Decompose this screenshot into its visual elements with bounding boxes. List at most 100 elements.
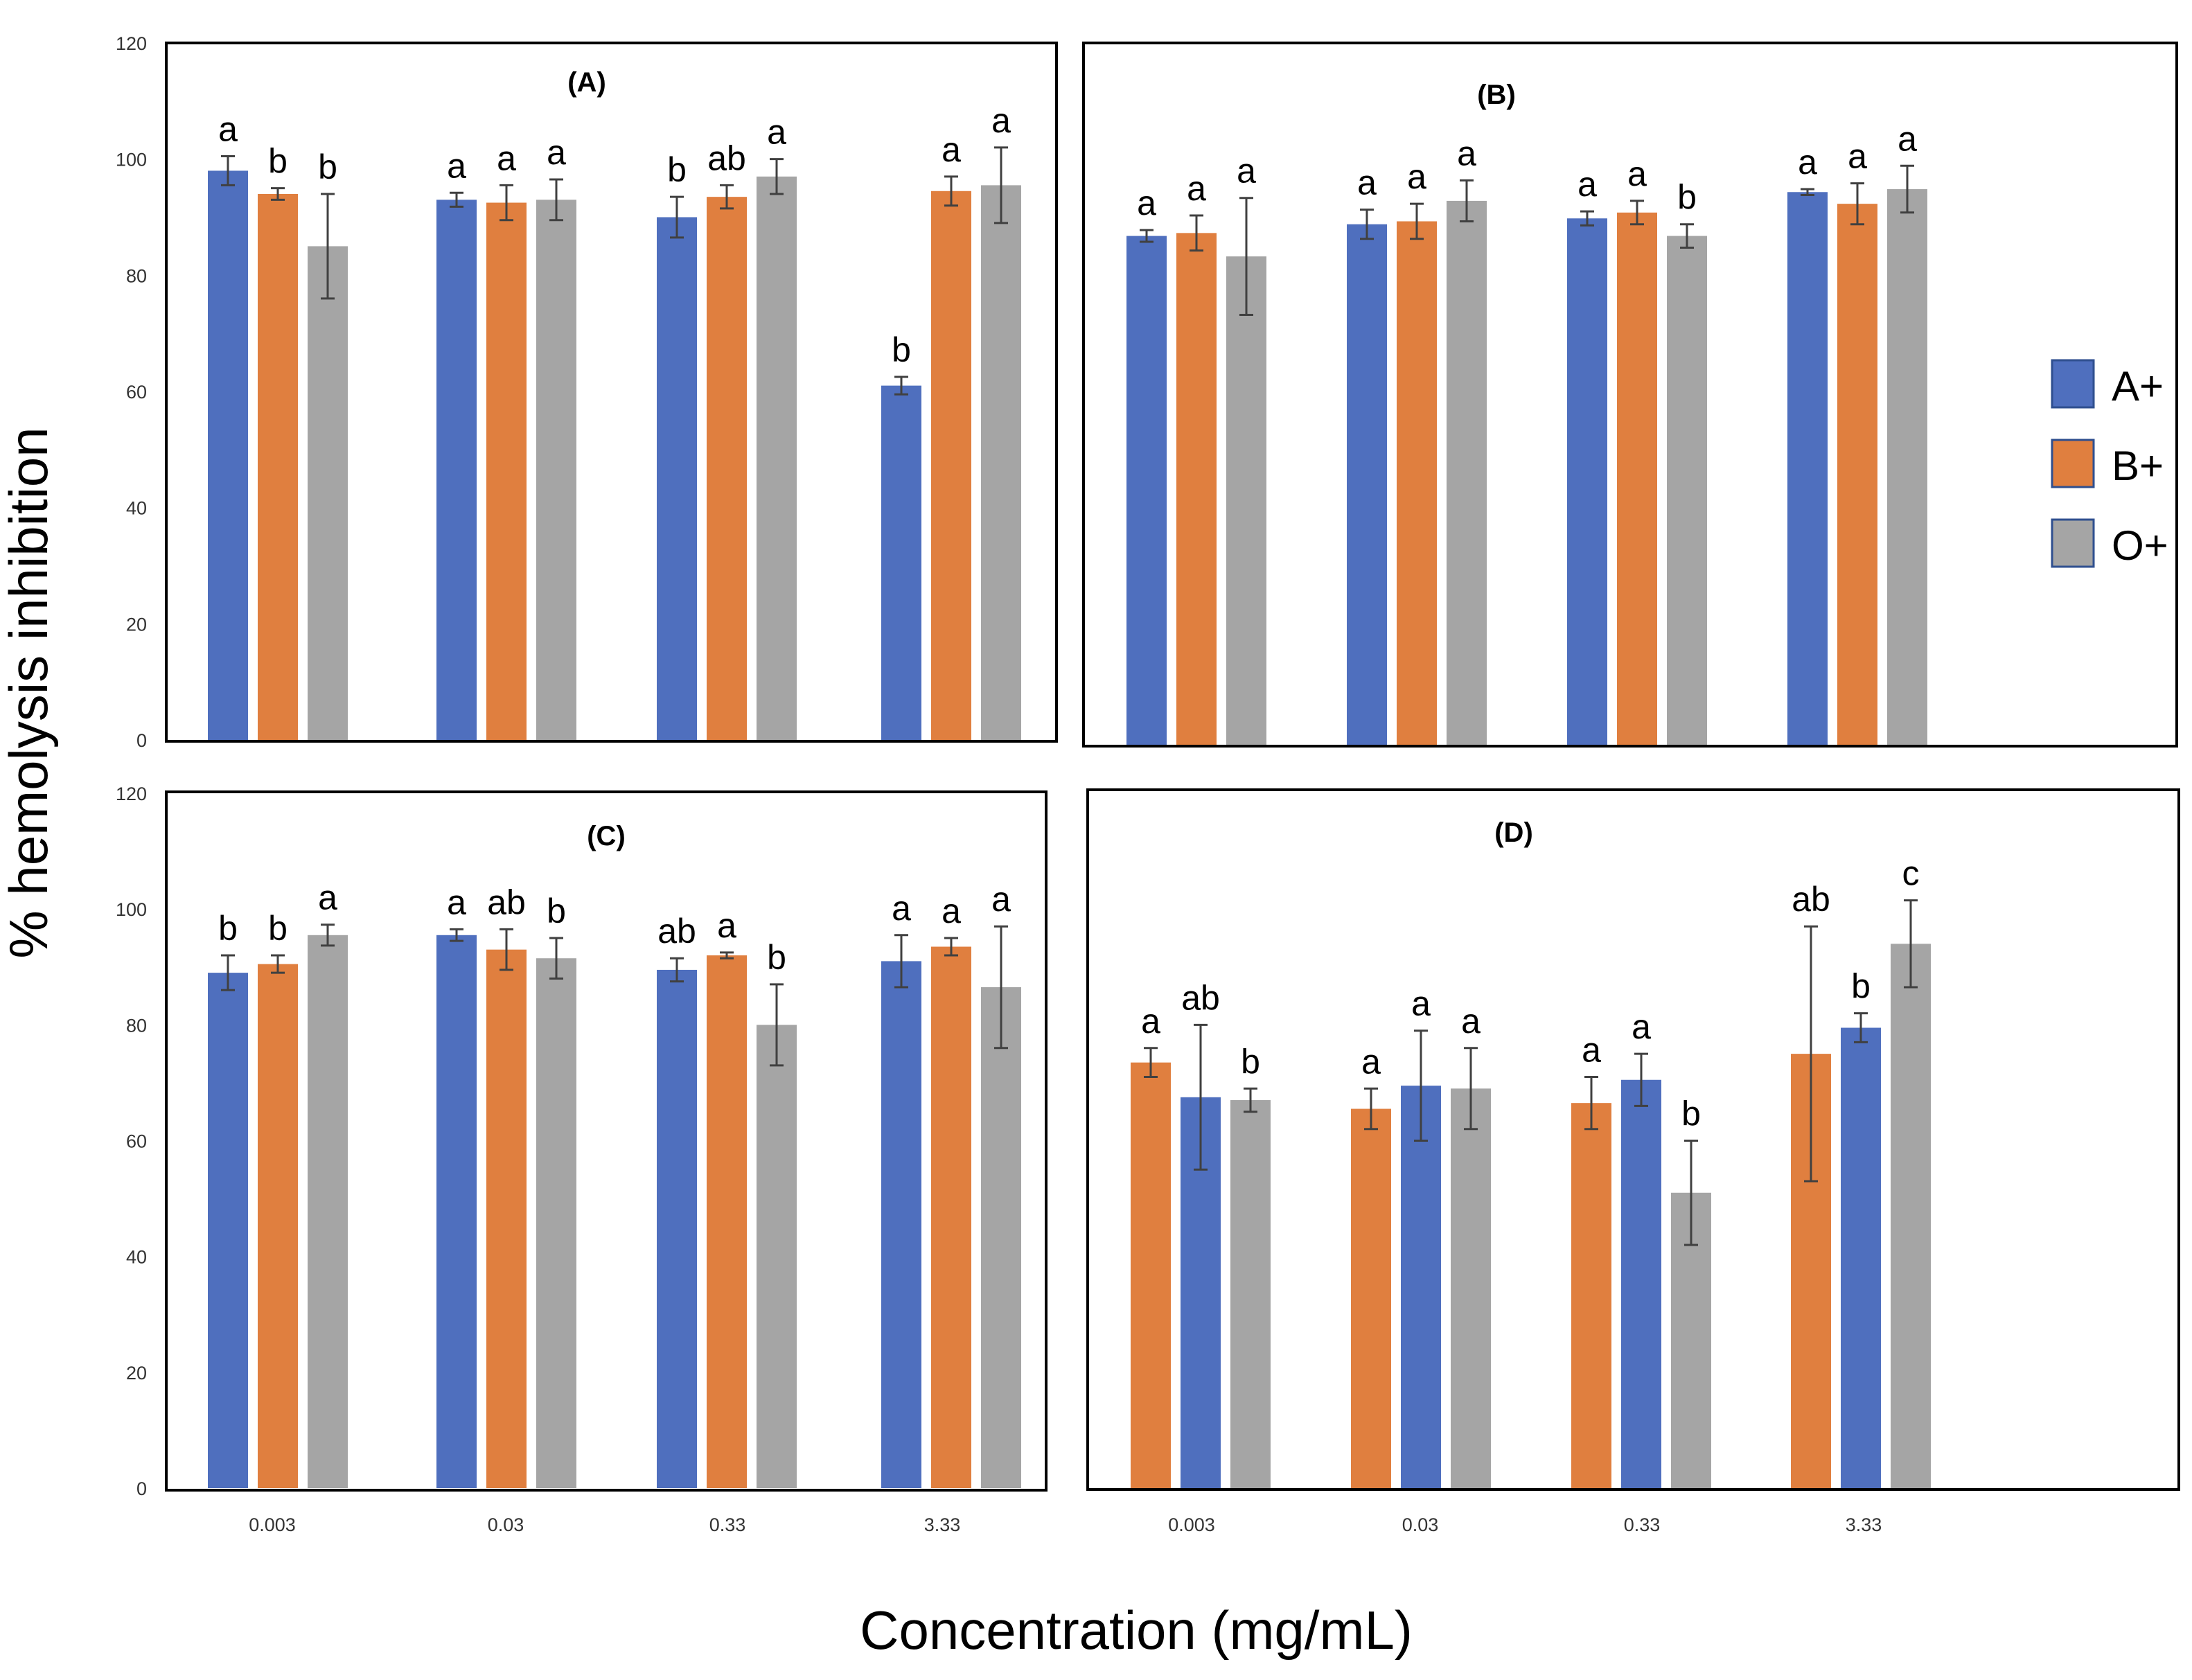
panel-frame [165,790,1048,1492]
legend-label-Oplus: O+ [2112,522,2168,569]
x-axis-title: Concentration (mg/mL) [860,1600,1413,1661]
significance-label: a [942,130,961,169]
bar-group: b aba [657,113,797,741]
significance-label: a [1798,143,1817,182]
significance-label: b [547,892,566,930]
bar-Oplus [981,185,1021,740]
significance-label: a [1577,165,1597,204]
bar-Bplus [1571,1103,1611,1488]
bar-Oplus [1891,944,1931,1488]
y-tick-label: 100 [116,899,147,920]
bar-Aplus [1401,1086,1441,1488]
bar-Oplus [1226,256,1266,745]
panel-title: (D) [1494,817,1533,848]
significance-label: a [218,109,238,148]
significance-label: a [1137,184,1156,222]
significance-label: a [1627,154,1647,193]
bar-Aplus [1126,236,1167,745]
significance-label: a [547,133,566,172]
significance-label: a [447,146,466,185]
bar-Bplus [931,946,971,1488]
legend: A+ B+ O+ [2051,359,2168,569]
panel-1: (B)a a a a aaa aba a a [1082,42,2178,748]
bar-Oplus [1887,189,1927,745]
panel-frame [1086,788,2180,1491]
significance-label: b [1241,1042,1260,1081]
bar-Bplus [486,202,527,741]
bar-Aplus [208,170,248,740]
bar-Aplus [881,961,921,1488]
y-tick-label: 80 [126,1015,147,1036]
bar-group: aa b [1571,1007,1711,1488]
bar-Oplus [1667,236,1707,745]
significance-label: a [1361,1042,1381,1081]
bar-Aplus [1787,192,1828,745]
y-tick-label: 20 [126,614,147,635]
panel-title: (A) [567,67,606,98]
significance-label: a [447,883,466,921]
bar-Aplus [208,973,248,1488]
bar-Bplus [258,964,298,1488]
legend-swatch-Oplus [2051,518,2095,568]
panel-frame [1082,42,2178,748]
x-tick-label: 0.03 [1402,1514,1439,1535]
legend-label-Bplus: B+ [2112,443,2164,489]
panel-frame [165,42,1058,743]
bar-group: ab b c [1791,854,1931,1488]
significance-label: a [892,889,911,928]
bar-Aplus [881,385,921,740]
x-tick-label: 0.33 [709,1514,746,1535]
significance-label: a [1357,163,1377,202]
bar-Bplus [707,955,747,1488]
y-tick-label: 40 [126,1247,147,1268]
y-tick-label: 120 [116,33,147,54]
bar-group: ab b [208,109,348,741]
bar-group: b aa [881,101,1021,740]
y-tick-label: 60 [126,382,147,403]
bar-Oplus [308,935,348,1488]
significance-label: a [1187,169,1206,208]
bar-Aplus [1621,1079,1661,1488]
bar-Bplus [258,193,298,740]
bar-Oplus [757,176,797,741]
significance-label: ab [1181,978,1220,1017]
significance-label: a [717,906,736,945]
bar-Aplus [657,969,697,1488]
significance-label: b [318,148,337,186]
significance-label: b [767,938,786,977]
bar-Aplus [1841,1027,1881,1488]
significance-label: a [991,880,1011,919]
bar-Bplus [1131,1062,1171,1488]
bar-Aplus [1347,224,1387,745]
panel-title: (B) [1477,80,1516,110]
y-tick-label: 80 [126,265,147,286]
y-tick-label: 40 [126,498,147,519]
significance-label: a [1407,157,1426,196]
legend-swatch-Bplus [2051,439,2095,488]
significance-label: b [667,150,687,189]
x-tick-label: 0.03 [488,1514,524,1535]
significance-label: a [1582,1031,1601,1070]
bar-Oplus [308,246,348,741]
y-tick-label: 100 [116,150,147,170]
significance-label: b [1851,967,1871,1006]
bar-Bplus [707,197,747,740]
x-tick-label: 0.003 [1168,1514,1215,1535]
x-tick-label: 0.003 [249,1514,296,1535]
significance-label: ab [707,139,746,177]
bar-Bplus [1617,212,1657,745]
significance-label: b [1681,1095,1701,1133]
bar-Bplus [1837,204,1877,745]
significance-label: b [218,909,238,948]
y-tick-label: 20 [126,1363,147,1383]
y-tick-label: 120 [116,784,147,804]
bar-Oplus [536,200,576,741]
bar-Aplus [436,200,477,741]
